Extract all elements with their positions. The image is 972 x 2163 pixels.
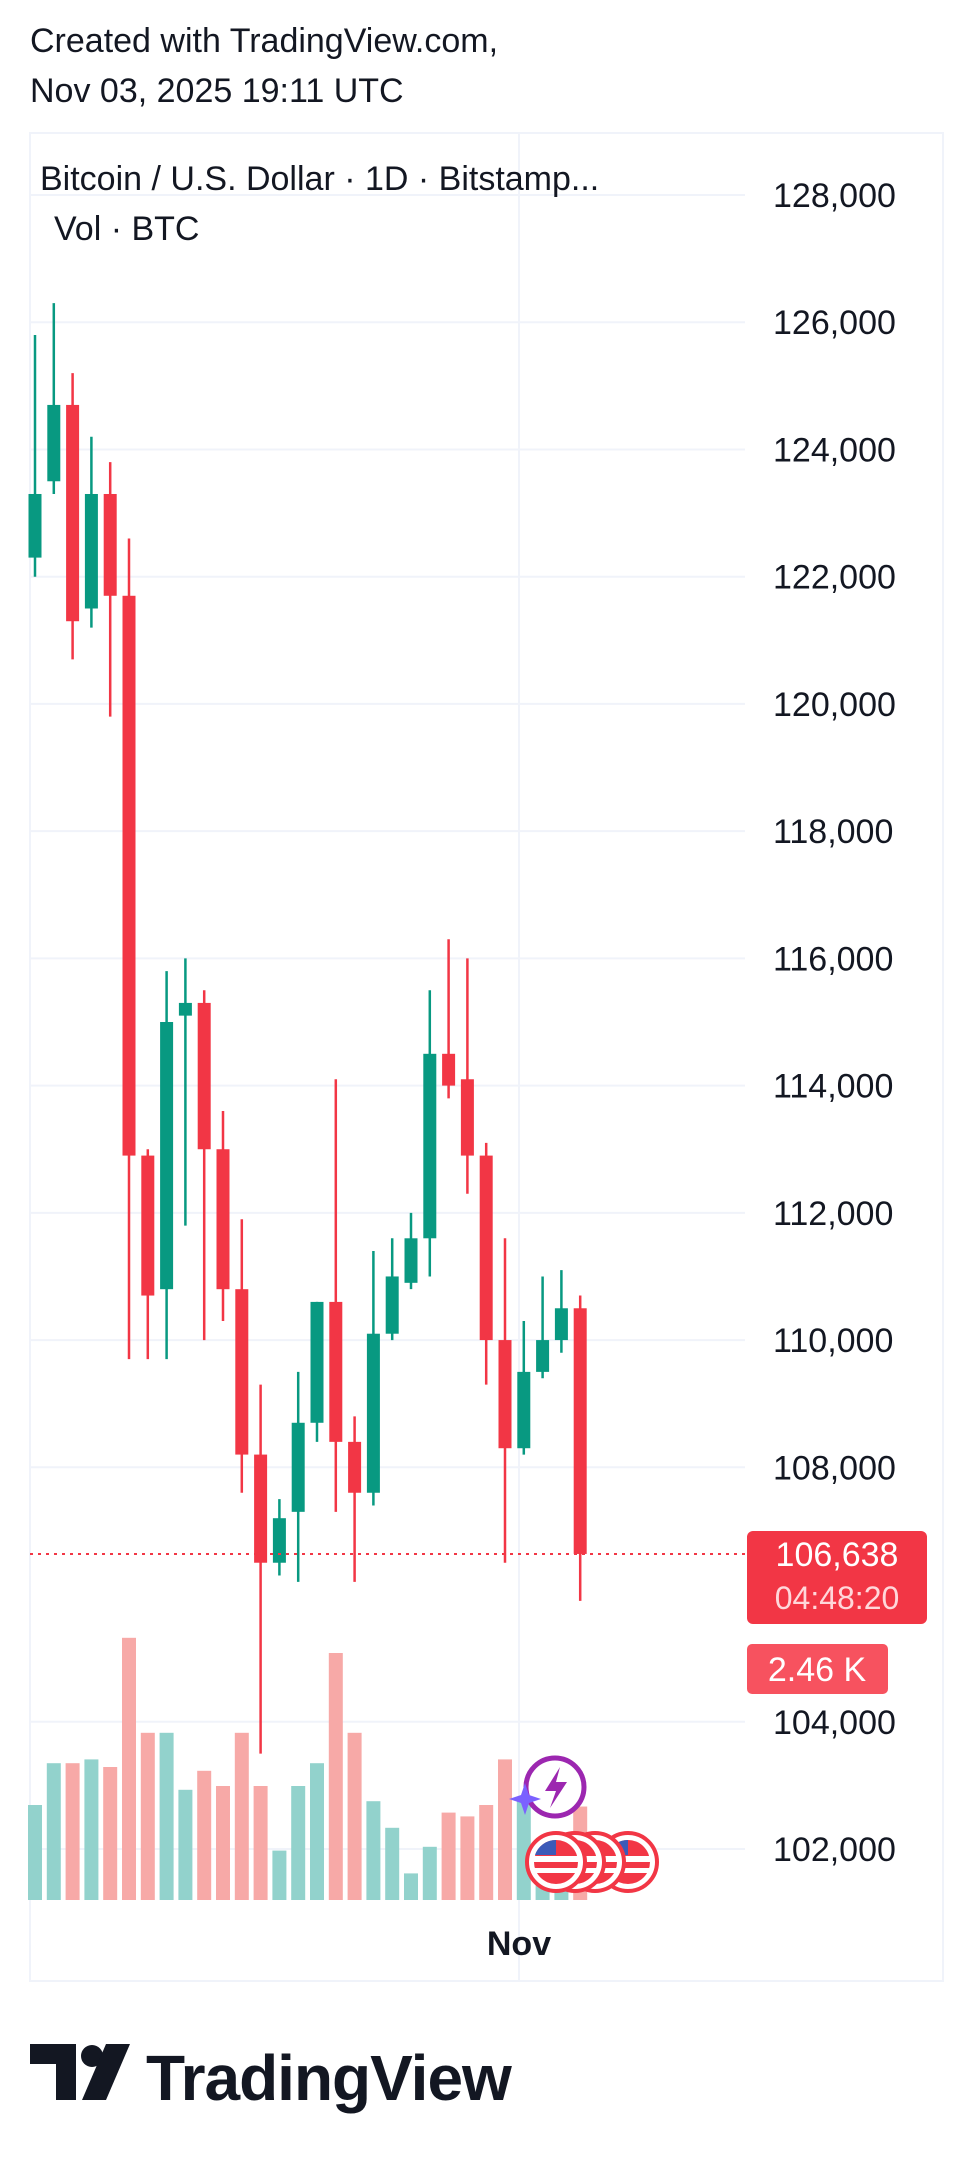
volume-tag: 2.46 K bbox=[747, 1644, 888, 1694]
y-tick-label: 120,000 bbox=[773, 686, 896, 724]
volume-bar bbox=[366, 1801, 381, 1900]
candle-body bbox=[348, 1441, 362, 1493]
candle-body bbox=[310, 1301, 324, 1423]
last-price-value: 106,638 bbox=[776, 1536, 899, 1574]
tradingview-logo-icon bbox=[30, 2044, 130, 2100]
candle-body bbox=[498, 1340, 512, 1449]
volume-bar bbox=[216, 1786, 230, 1900]
y-tick-label: 112,000 bbox=[773, 1195, 893, 1233]
candle-body bbox=[47, 404, 61, 482]
candle-body bbox=[291, 1422, 305, 1512]
candle-body bbox=[385, 1276, 399, 1334]
volume-bar bbox=[479, 1805, 494, 1900]
volume-bar bbox=[441, 1812, 456, 1900]
bar-countdown: 04:48:20 bbox=[775, 1580, 900, 1616]
candle-body bbox=[235, 1289, 249, 1455]
header-created-with: Created with TradingView.com, bbox=[30, 22, 499, 60]
volume-bar bbox=[272, 1850, 287, 1900]
volume-bar bbox=[516, 1797, 531, 1900]
candle-body bbox=[254, 1454, 268, 1563]
candle-body bbox=[178, 1002, 192, 1016]
last-price-tag: 106,638 04:48:20 bbox=[747, 1531, 927, 1624]
volume-bar bbox=[159, 1732, 174, 1900]
candle-body bbox=[141, 1155, 155, 1296]
volume-bar bbox=[46, 1763, 61, 1900]
legend-volume[interactable]: Vol · BTC bbox=[54, 210, 199, 248]
grid bbox=[30, 194, 745, 1850]
y-tick-label: 122,000 bbox=[773, 559, 896, 597]
us-flag-event-icon[interactable] bbox=[525, 1831, 587, 1893]
candle-body bbox=[216, 1149, 230, 1290]
volume-bar bbox=[103, 1767, 118, 1900]
header-timestamp: Nov 03, 2025 19:11 UTC bbox=[30, 72, 404, 110]
candle-body bbox=[329, 1301, 343, 1442]
y-tick-label: 110,000 bbox=[773, 1322, 893, 1360]
candle-body bbox=[122, 595, 136, 1156]
y-tick-label: 116,000 bbox=[773, 940, 893, 978]
candle-body bbox=[66, 404, 80, 622]
candle-body bbox=[84, 493, 98, 609]
volume-bar bbox=[253, 1786, 268, 1900]
volume-bar bbox=[122, 1637, 136, 1900]
candle-body bbox=[103, 493, 117, 596]
volume-tag-bg bbox=[747, 1644, 888, 1694]
volume-bars bbox=[28, 1637, 588, 1900]
y-axis-ticks: 128,000 126,000 124,000 122,000 120,000 118,0… bbox=[773, 177, 896, 1869]
volume-bar bbox=[385, 1827, 400, 1900]
legend-symbol[interactable]: Bitcoin / U.S. Dollar · 1D · Bitstamp... bbox=[40, 160, 599, 198]
volume-bar bbox=[347, 1732, 362, 1900]
candle-body bbox=[536, 1340, 550, 1372]
candle-body bbox=[479, 1155, 493, 1341]
last-price-tag-bg bbox=[747, 1531, 927, 1624]
volume-bar bbox=[65, 1763, 80, 1900]
volume-bar bbox=[28, 1805, 42, 1900]
volume-bar bbox=[84, 1759, 99, 1900]
volume-bar bbox=[422, 1846, 437, 1900]
economic-event-lightning-icon[interactable] bbox=[509, 1755, 587, 1819]
volume-bar bbox=[197, 1770, 212, 1900]
volume-bar bbox=[178, 1789, 193, 1900]
y-tick-label: 128,000 bbox=[773, 177, 896, 215]
volume-bar bbox=[310, 1763, 324, 1900]
volume-bar bbox=[460, 1816, 475, 1900]
y-tick-label: 118,000 bbox=[773, 813, 893, 851]
volume-bar bbox=[234, 1732, 249, 1900]
volume-bar bbox=[140, 1732, 155, 1900]
candle-body bbox=[573, 1308, 587, 1554]
candle-body bbox=[366, 1333, 380, 1493]
candle-body bbox=[28, 493, 42, 558]
candles bbox=[28, 303, 587, 1754]
candle-body bbox=[272, 1518, 286, 1563]
x-axis-label-nov: Nov bbox=[487, 1925, 551, 1963]
candle-body bbox=[460, 1079, 474, 1156]
y-tick-label: 126,000 bbox=[773, 304, 896, 342]
volume-bar bbox=[498, 1759, 512, 1900]
y-tick-label: 104,000 bbox=[773, 1704, 896, 1742]
candle-body bbox=[160, 1022, 174, 1290]
y-tick-label: 114,000 bbox=[773, 1068, 893, 1106]
candle-body bbox=[554, 1308, 568, 1341]
chart-frame bbox=[29, 132, 944, 1982]
volume-value: 2.46 K bbox=[768, 1651, 867, 1689]
y-tick-label: 124,000 bbox=[773, 431, 896, 469]
tradingview-wordmark: TradingView bbox=[146, 2042, 512, 2114]
candle-body bbox=[517, 1371, 531, 1449]
candle-body bbox=[442, 1053, 456, 1086]
volume-bar bbox=[404, 1873, 418, 1900]
y-tick-label: 108,000 bbox=[773, 1449, 896, 1487]
volume-bar bbox=[291, 1786, 306, 1900]
volume-bar bbox=[328, 1653, 343, 1900]
candle-body bbox=[197, 1002, 211, 1150]
candle-body bbox=[404, 1238, 418, 1283]
y-tick-label: 102,000 bbox=[773, 1831, 896, 1869]
candle-body bbox=[423, 1053, 437, 1239]
